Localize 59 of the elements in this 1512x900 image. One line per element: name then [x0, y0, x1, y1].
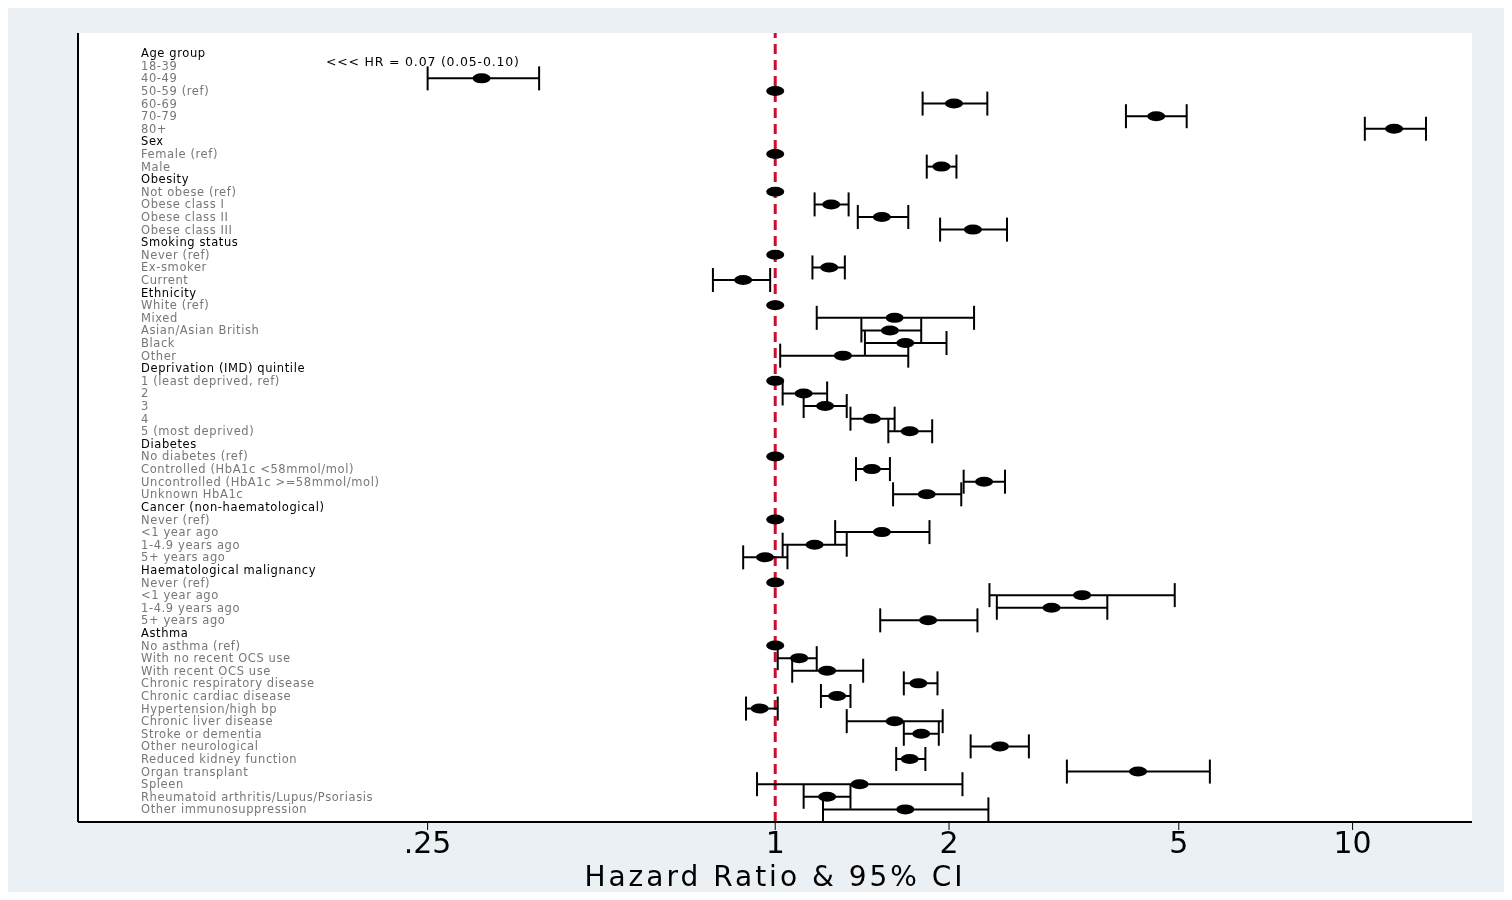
y-tick-label: Controlled (HbA1c <58mmol/mol): [141, 462, 355, 477]
y-tick-label: <1 year ago: [141, 525, 219, 540]
y-tick-label: Chronic liver disease: [141, 714, 274, 729]
y-tick-label: Hypertension/high bp: [141, 701, 278, 716]
y-tick-label: Female (ref): [141, 147, 219, 161]
x-tick-label: 2: [939, 825, 959, 861]
y-tick-label: Other: [141, 348, 177, 363]
y-tick-label: 80+: [141, 121, 168, 136]
y-tick-label: Age group: [141, 46, 206, 61]
y-tick-label: Diabetes: [141, 436, 197, 451]
annotation: <<< HR = 0.07 (0.05-0.10): [326, 54, 520, 69]
y-tick-label: Mixed: [141, 310, 178, 325]
y-tick-label: Not obese (ref): [141, 184, 237, 199]
y-tick-label: 1 (least deprived, ref): [141, 373, 280, 388]
y-tick-label: 40-49: [141, 71, 178, 86]
y-tick-label: Organ transplant: [141, 764, 249, 779]
y-tick-label: Obese class I: [141, 197, 225, 212]
y-tick-label: No diabetes (ref): [141, 449, 249, 464]
y-tick-label: <1 year ago: [141, 588, 219, 603]
y-tick-label: Unknown HbA1c: [141, 487, 244, 502]
y-tick-label: Obese class III: [141, 222, 233, 237]
y-tick-label: Smoking status: [141, 235, 239, 250]
y-tick-label: Never (ref): [141, 512, 211, 527]
x-tick-label: 5: [1169, 825, 1189, 861]
y-tick-label: 60-69: [141, 96, 178, 111]
y-tick-label: Stroke or dementia: [141, 726, 263, 741]
y-tick-label: Never (ref): [141, 575, 211, 590]
y-tick-label: Rheumatoid arthritis/Lupus/Psoriasis: [141, 789, 374, 804]
y-tick-label: Obesity: [141, 172, 190, 187]
x-axis-title: Hazard Ratio & 95% CI: [584, 860, 966, 893]
y-tick-label: Current: [141, 273, 189, 288]
y-tick-label: Other immunosuppression: [141, 802, 308, 817]
x-tick-label: 1: [765, 825, 785, 861]
y-tick-label: Sex: [141, 134, 164, 149]
y-tick-label: Deprivation (IMD) quintile: [141, 361, 306, 376]
x-tick-label: .25: [403, 825, 452, 861]
y-tick-label: With no recent OCS use: [141, 651, 291, 666]
y-tick-label: Male: [141, 159, 171, 174]
y-tick-label: White (ref): [141, 298, 210, 313]
y-tick-label: 70-79: [141, 109, 178, 124]
y-tick-label: Black: [141, 336, 176, 351]
y-tick-label: Ex-smoker: [141, 260, 207, 275]
y-tick-label: 3: [141, 399, 149, 414]
y-tick-label: Asian/Asian British: [141, 323, 260, 338]
y-tick-label: Chronic respiratory disease: [141, 676, 315, 691]
y-tick-label: Uncontrolled (HbA1c >=58mmol/mol): [141, 474, 380, 489]
y-tick-label: 5 (most deprived): [141, 424, 255, 439]
y-tick-label: Ethnicity: [141, 285, 197, 300]
y-tick-label: Cancer (non-haematological): [141, 499, 325, 514]
x-tick-label: 10: [1333, 825, 1372, 861]
y-tick-label: With recent OCS use: [141, 663, 271, 678]
y-tick-label: Obese class II: [141, 210, 229, 225]
y-tick-label: 50-59 (ref): [141, 83, 210, 98]
y-tick-label: No asthma (ref): [141, 638, 241, 653]
y-tick-label: 4: [141, 411, 149, 426]
y-tick-label: Spleen: [141, 777, 184, 792]
y-tick-label: Other neurological: [141, 739, 259, 754]
y-tick-label: 2: [141, 386, 149, 401]
y-tick-label: Never (ref): [141, 247, 211, 262]
